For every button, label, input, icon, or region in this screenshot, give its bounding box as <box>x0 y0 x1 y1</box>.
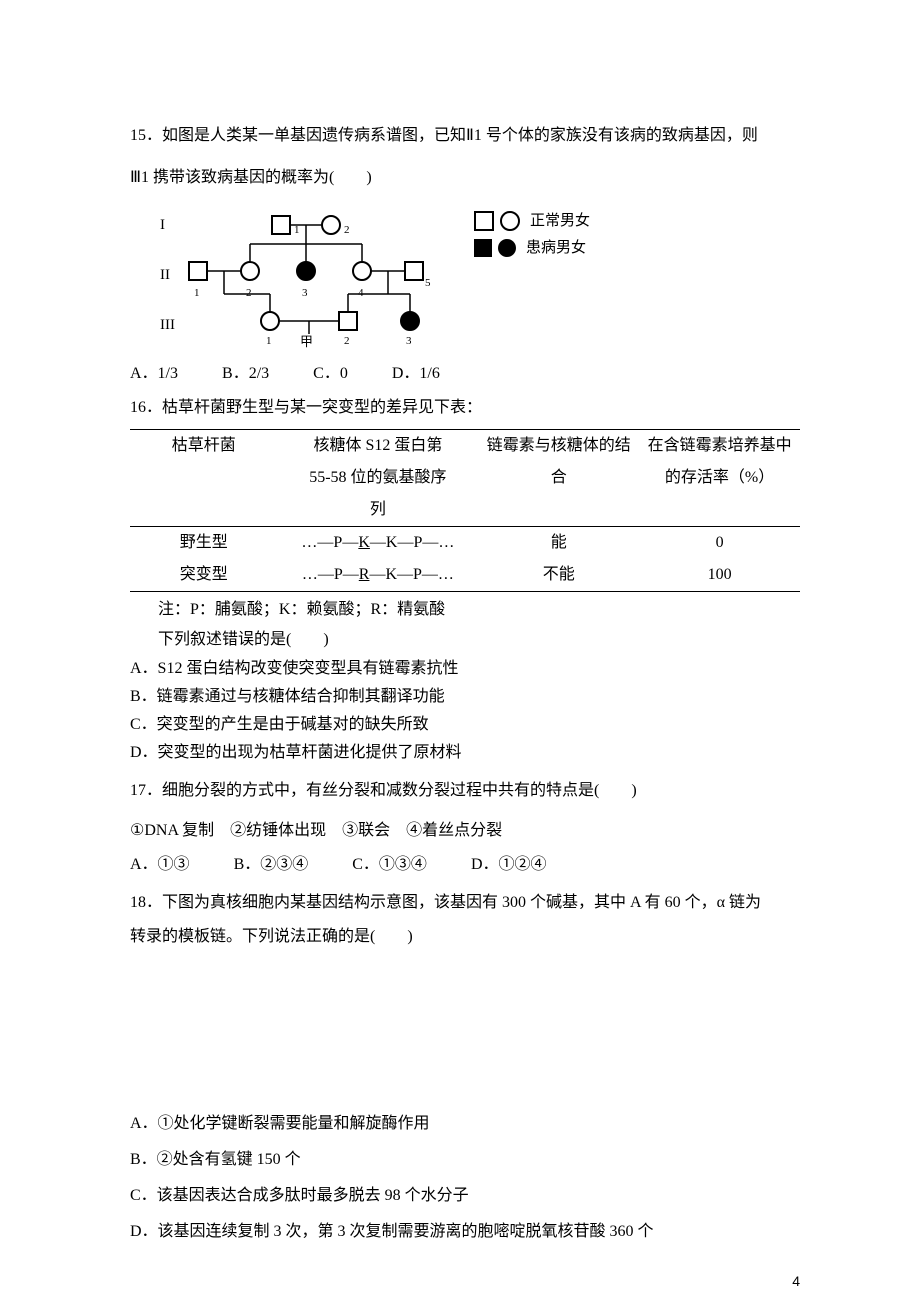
pedigree-node <box>339 312 357 330</box>
pedigree-node <box>272 216 290 234</box>
q18-stem-line2: 转录的模板链。下列说法正确的是( ) <box>130 923 800 950</box>
svg-text:4: 4 <box>358 287 364 299</box>
q16-note: 注：P：脯氨酸；K：赖氨酸；R：精氨酸 <box>158 598 800 622</box>
pedigree-node <box>322 216 340 234</box>
q16-r1c1: 野生型 <box>130 527 277 560</box>
pedigree-node <box>401 312 419 330</box>
q16-choice-d: D．突变型的出现为枯草杆菌进化提供了原材料 <box>130 741 800 765</box>
q16-stem: 16．枯草杆菌野生型与某一突变型的差异见下表： <box>130 394 800 421</box>
q15-option-c: C．0 <box>313 365 348 382</box>
gen-label-3: III <box>160 317 175 333</box>
q16-r2c3: 不能 <box>478 559 639 592</box>
page-number: 4 <box>792 1271 800 1292</box>
q15-option-d: D．1/6 <box>392 365 440 382</box>
svg-text:2: 2 <box>344 224 350 236</box>
q17-option-d: D．①②④ <box>471 856 547 873</box>
svg-text:1: 1 <box>194 287 200 299</box>
q15-stem-line1: 15．如图是人类某一单基因遗传病系谱图，已知Ⅱ1 号个体的家族没有该病的致病基因… <box>130 120 800 152</box>
legend-circle-fill-icon <box>498 239 516 257</box>
q16-th-2c: 列 <box>277 494 478 527</box>
q17-option-a: A．①③ <box>130 856 190 873</box>
q16-th-3b: 合 <box>478 462 639 494</box>
q16-choice-b: B．链霉素通过与核糖体结合抑制其翻译功能 <box>130 685 800 709</box>
q18-choice-b: B．②处含有氢键 150 个 <box>130 1144 800 1176</box>
q15-stem-line2: Ⅲ1 携带该致病基因的概率为( ) <box>130 162 800 194</box>
legend-square-fill-icon <box>474 239 492 257</box>
svg-text:甲: 甲 <box>300 334 313 349</box>
q18-figure-placeholder <box>130 954 800 1104</box>
q16-th-2a: 核糖体 S12 蛋白第 <box>277 430 478 463</box>
q17-items: ①DNA 复制 ②纺锤体出现 ③联会 ④着丝点分裂 <box>130 817 800 844</box>
q16-r1c4: 0 <box>639 527 800 560</box>
q16-r2c1: 突变型 <box>130 559 277 592</box>
svg-text:1: 1 <box>266 335 272 347</box>
pedigree-node <box>297 262 315 280</box>
legend-square-open-icon <box>474 211 494 231</box>
pedigree-node <box>241 262 259 280</box>
q16-th-4a: 在含链霉素培养基中 <box>639 430 800 463</box>
svg-text:2: 2 <box>246 287 252 299</box>
q16-table: 枯草杆菌 核糖体 S12 蛋白第 链霉素与核糖体的结 在含链霉素培养基中 55-… <box>130 429 800 592</box>
gen-label-1: I <box>160 217 165 233</box>
q18-choice-a: A．①处化学键断裂需要能量和解旋酶作用 <box>130 1108 800 1140</box>
q16-th-3a: 链霉素与核糖体的结 <box>478 430 639 463</box>
q16-r1c2: …—P—K—K—P—… <box>277 527 478 560</box>
q17-option-c: C．①③④ <box>352 856 427 873</box>
q18-choice-d: D．该基因连续复制 3 次，第 3 次复制需要游离的胞嘧啶脱氧核苷酸 360 个 <box>130 1216 800 1248</box>
q18-stem-line1: 18．下图为真核细胞内某基因结构示意图，该基因有 300 个碱基，其中 A 有 … <box>130 887 800 919</box>
q18-choice-c: C．该基因表达合成多肽时最多脱去 98 个水分子 <box>130 1180 800 1212</box>
pedigree-svg: I II III 1 2 1 2 <box>150 204 450 354</box>
q16-r1c3: 能 <box>478 527 639 560</box>
q16-r2c2: …—P—R—K—P—… <box>277 559 478 592</box>
legend-normal-label: 正常男女 <box>530 210 590 233</box>
svg-text:1: 1 <box>294 224 300 236</box>
q16-substem: 下列叙述错误的是( ) <box>158 626 800 653</box>
q16-choice-a: A．S12 蛋白结构改变使突变型具有链霉素抗性 <box>130 657 800 681</box>
pedigree-legend: 正常男女 患病男女 <box>474 210 590 263</box>
q17-option-b: B．②③④ <box>234 856 309 873</box>
svg-text:5: 5 <box>425 277 431 289</box>
q15-options: A．1/3 B．2/3 C．0 D．1/6 <box>130 362 800 386</box>
pedigree-node <box>353 262 371 280</box>
pedigree-node <box>189 262 207 280</box>
q16-th-1: 枯草杆菌 <box>130 430 277 463</box>
pedigree-node <box>261 312 279 330</box>
svg-text:2: 2 <box>344 335 350 347</box>
legend-circle-open-icon <box>500 211 520 231</box>
q16-r2c4: 100 <box>639 559 800 592</box>
q16-th-4b: 的存活率（%） <box>639 462 800 494</box>
q17-stem: 17．细胞分裂的方式中，有丝分裂和减数分裂过程中共有的特点是( ) <box>130 775 800 807</box>
q16-th-2b: 55-58 位的氨基酸序 <box>277 462 478 494</box>
gen-label-2: II <box>160 267 170 283</box>
q16-choice-c: C．突变型的产生是由于碱基对的缺失所致 <box>130 713 800 737</box>
q15-option-b: B．2/3 <box>222 365 269 382</box>
pedigree-node <box>405 262 423 280</box>
svg-text:3: 3 <box>406 335 412 347</box>
q15-option-a: A．1/3 <box>130 365 178 382</box>
svg-text:3: 3 <box>302 287 308 299</box>
q15-pedigree-figure: I II III 1 2 1 2 <box>150 204 800 354</box>
q17-options: A．①③ B．②③④ C．①③④ D．①②④ <box>130 853 800 877</box>
legend-affected-label: 患病男女 <box>526 237 586 260</box>
